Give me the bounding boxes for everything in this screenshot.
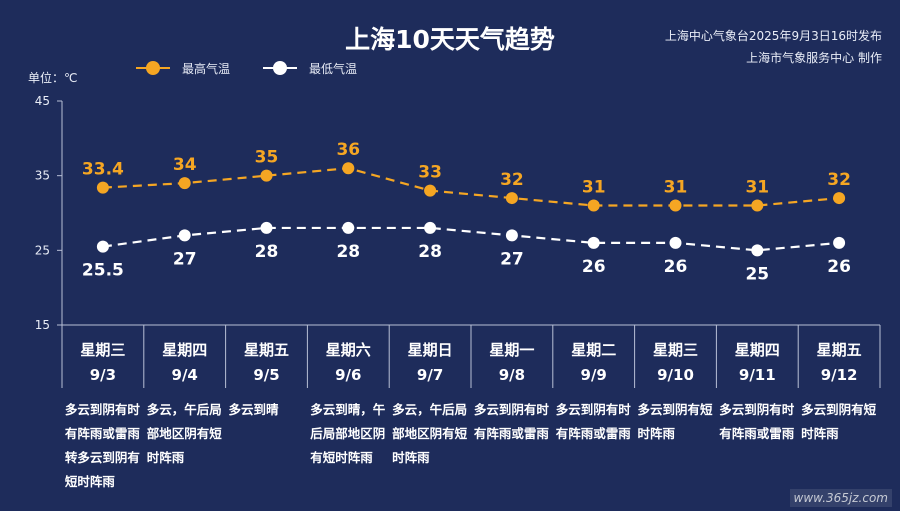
weather-description: 多云，午后局部地区阴有短时阵雨 (146, 402, 222, 465)
data-point-low (178, 229, 191, 242)
y-tick-label: 15 (35, 318, 50, 332)
weekday-label: 星期六 (325, 341, 371, 359)
weekday-label: 星期四 (162, 341, 208, 359)
data-point-low (669, 236, 682, 249)
data-point-high (96, 181, 109, 194)
weather-description: 多云到阴有短时阵雨 (801, 402, 877, 441)
data-point-low (342, 221, 355, 234)
y-tick-label: 25 (35, 243, 50, 257)
data-point-high (833, 192, 846, 205)
data-label-low: 26 (582, 257, 606, 277)
data-label-low: 25.5 (82, 261, 124, 281)
data-point-low (424, 221, 437, 234)
day-column: 星期六 9/6 多云到晴，午后局部地区阴有短时阵雨 (307, 325, 389, 505)
weekday-label: 星期一 (489, 341, 535, 359)
data-label-high: 33.4 (82, 160, 124, 180)
date-label: 9/10 (657, 366, 694, 384)
weather-description: 多云到阴有时有阵雨或雷雨 (473, 402, 549, 441)
weekday-label: 星期二 (571, 341, 617, 359)
weather-description: 多云到阴有时有阵雨或雷雨 (555, 402, 631, 441)
weekday-label: 星期五 (816, 341, 862, 359)
day-column: 星期四 9/4 多云，午后局部地区阴有短时阵雨 (144, 325, 226, 505)
data-label-low: 27 (173, 249, 197, 269)
date-label: 9/12 (820, 366, 858, 384)
day-column: 星期四 9/11 多云到阴有时有阵雨或雷雨 (716, 325, 798, 505)
data-point-low (260, 221, 273, 234)
data-label-high: 35 (255, 148, 279, 168)
data-label-high: 31 (745, 178, 769, 198)
weather-description: 多云到阴有时有阵雨或雷雨转多云到阴有短时阵雨 (64, 402, 140, 489)
data-label-low: 28 (336, 242, 360, 262)
weather-description: 多云到阴有时有阵雨或雷雨 (719, 402, 795, 441)
data-point-low (833, 236, 846, 249)
day-column: 星期三 9/10 多云到阴有短时阵雨 (635, 325, 717, 505)
data-label-high: 32 (500, 170, 524, 190)
data-point-low (751, 244, 764, 257)
page-title: 上海10天天气趋势 (345, 25, 555, 54)
legend-low: 最低气温 (263, 59, 357, 77)
data-label-high: 36 (336, 140, 360, 160)
weekday-label: 星期三 (80, 341, 126, 359)
data-label-low: 26 (664, 257, 688, 277)
data-point-high (424, 184, 437, 197)
legend-high-marker (136, 59, 170, 77)
producer-line: 上海市气象服务中心 制作 (746, 51, 882, 65)
data-label-high: 32 (827, 170, 851, 190)
data-label-high: 31 (664, 178, 688, 198)
weather-description: 多云到晴 (228, 402, 279, 417)
weather-description: 多云到阴有短时阵雨 (637, 402, 713, 441)
weather-description: 多云，午后局部地区阴有短时阵雨 (392, 402, 468, 465)
date-label: 9/7 (416, 366, 444, 384)
data-label-high: 33 (418, 163, 442, 183)
legend-low-label: 最低气温 (309, 61, 358, 76)
legend-high-label: 最高气温 (182, 61, 231, 76)
date-label: 9/8 (498, 366, 526, 384)
series-line-high (102, 167, 840, 207)
data-label-high: 31 (582, 178, 606, 198)
data-label-low: 28 (255, 242, 279, 262)
date-label: 9/5 (253, 366, 280, 384)
day-column: 星期五 9/5 多云到晴 (226, 325, 308, 505)
data-label-low: 26 (827, 257, 851, 277)
data-label-low: 27 (500, 249, 524, 269)
data-point-high (669, 199, 682, 212)
date-label: 9/11 (738, 366, 776, 384)
legend-low-marker (263, 59, 297, 77)
data-point-high (587, 199, 600, 212)
watermark: www.365jz.com (789, 489, 892, 507)
data-label-high: 34 (173, 155, 197, 175)
date-label: 9/6 (335, 366, 362, 384)
y-tick-label: 45 (35, 94, 50, 108)
day-column: 星期三 9/3 多云到阴有时有阵雨或雷雨转多云到阴有短时阵雨 (62, 325, 144, 505)
day-column: 星期五 9/12 多云到阴有短时阵雨 (798, 325, 880, 505)
date-label: 9/3 (89, 366, 117, 384)
unit-label: 单位：℃ (28, 71, 78, 85)
data-label-low: 28 (418, 242, 442, 262)
date-label: 9/9 (580, 366, 607, 384)
data-point-high (505, 192, 518, 205)
data-label-low: 25 (745, 264, 769, 284)
publisher-line: 上海中心气象台2025年9月3日16时发布 (664, 29, 882, 43)
data-point-high (178, 177, 191, 190)
data-point-low (505, 229, 518, 242)
weather-description: 多云到晴，午后局部地区阴有短时阵雨 (310, 402, 386, 465)
weekday-label: 星期三 (652, 341, 698, 359)
day-column: 星期一 9/8 多云到阴有时有阵雨或雷雨 (471, 325, 553, 505)
data-point-high (260, 169, 273, 182)
series-line-low (102, 226, 840, 252)
day-column: 星期二 9/9 多云到阴有时有阵雨或雷雨 (553, 325, 635, 505)
data-point-low (587, 236, 600, 249)
data-point-high (751, 199, 764, 212)
weekday-label: 星期日 (407, 341, 453, 359)
date-label: 9/4 (171, 366, 198, 384)
y-tick-label: 35 (35, 169, 50, 183)
legend-high: 最高气温 (136, 59, 230, 77)
weekday-label: 星期五 (243, 341, 289, 359)
day-column: 星期日 9/7 多云，午后局部地区阴有短时阵雨 (389, 325, 471, 505)
data-point-high (342, 162, 355, 175)
weekday-label: 星期四 (734, 341, 780, 359)
data-point-low (96, 240, 109, 253)
